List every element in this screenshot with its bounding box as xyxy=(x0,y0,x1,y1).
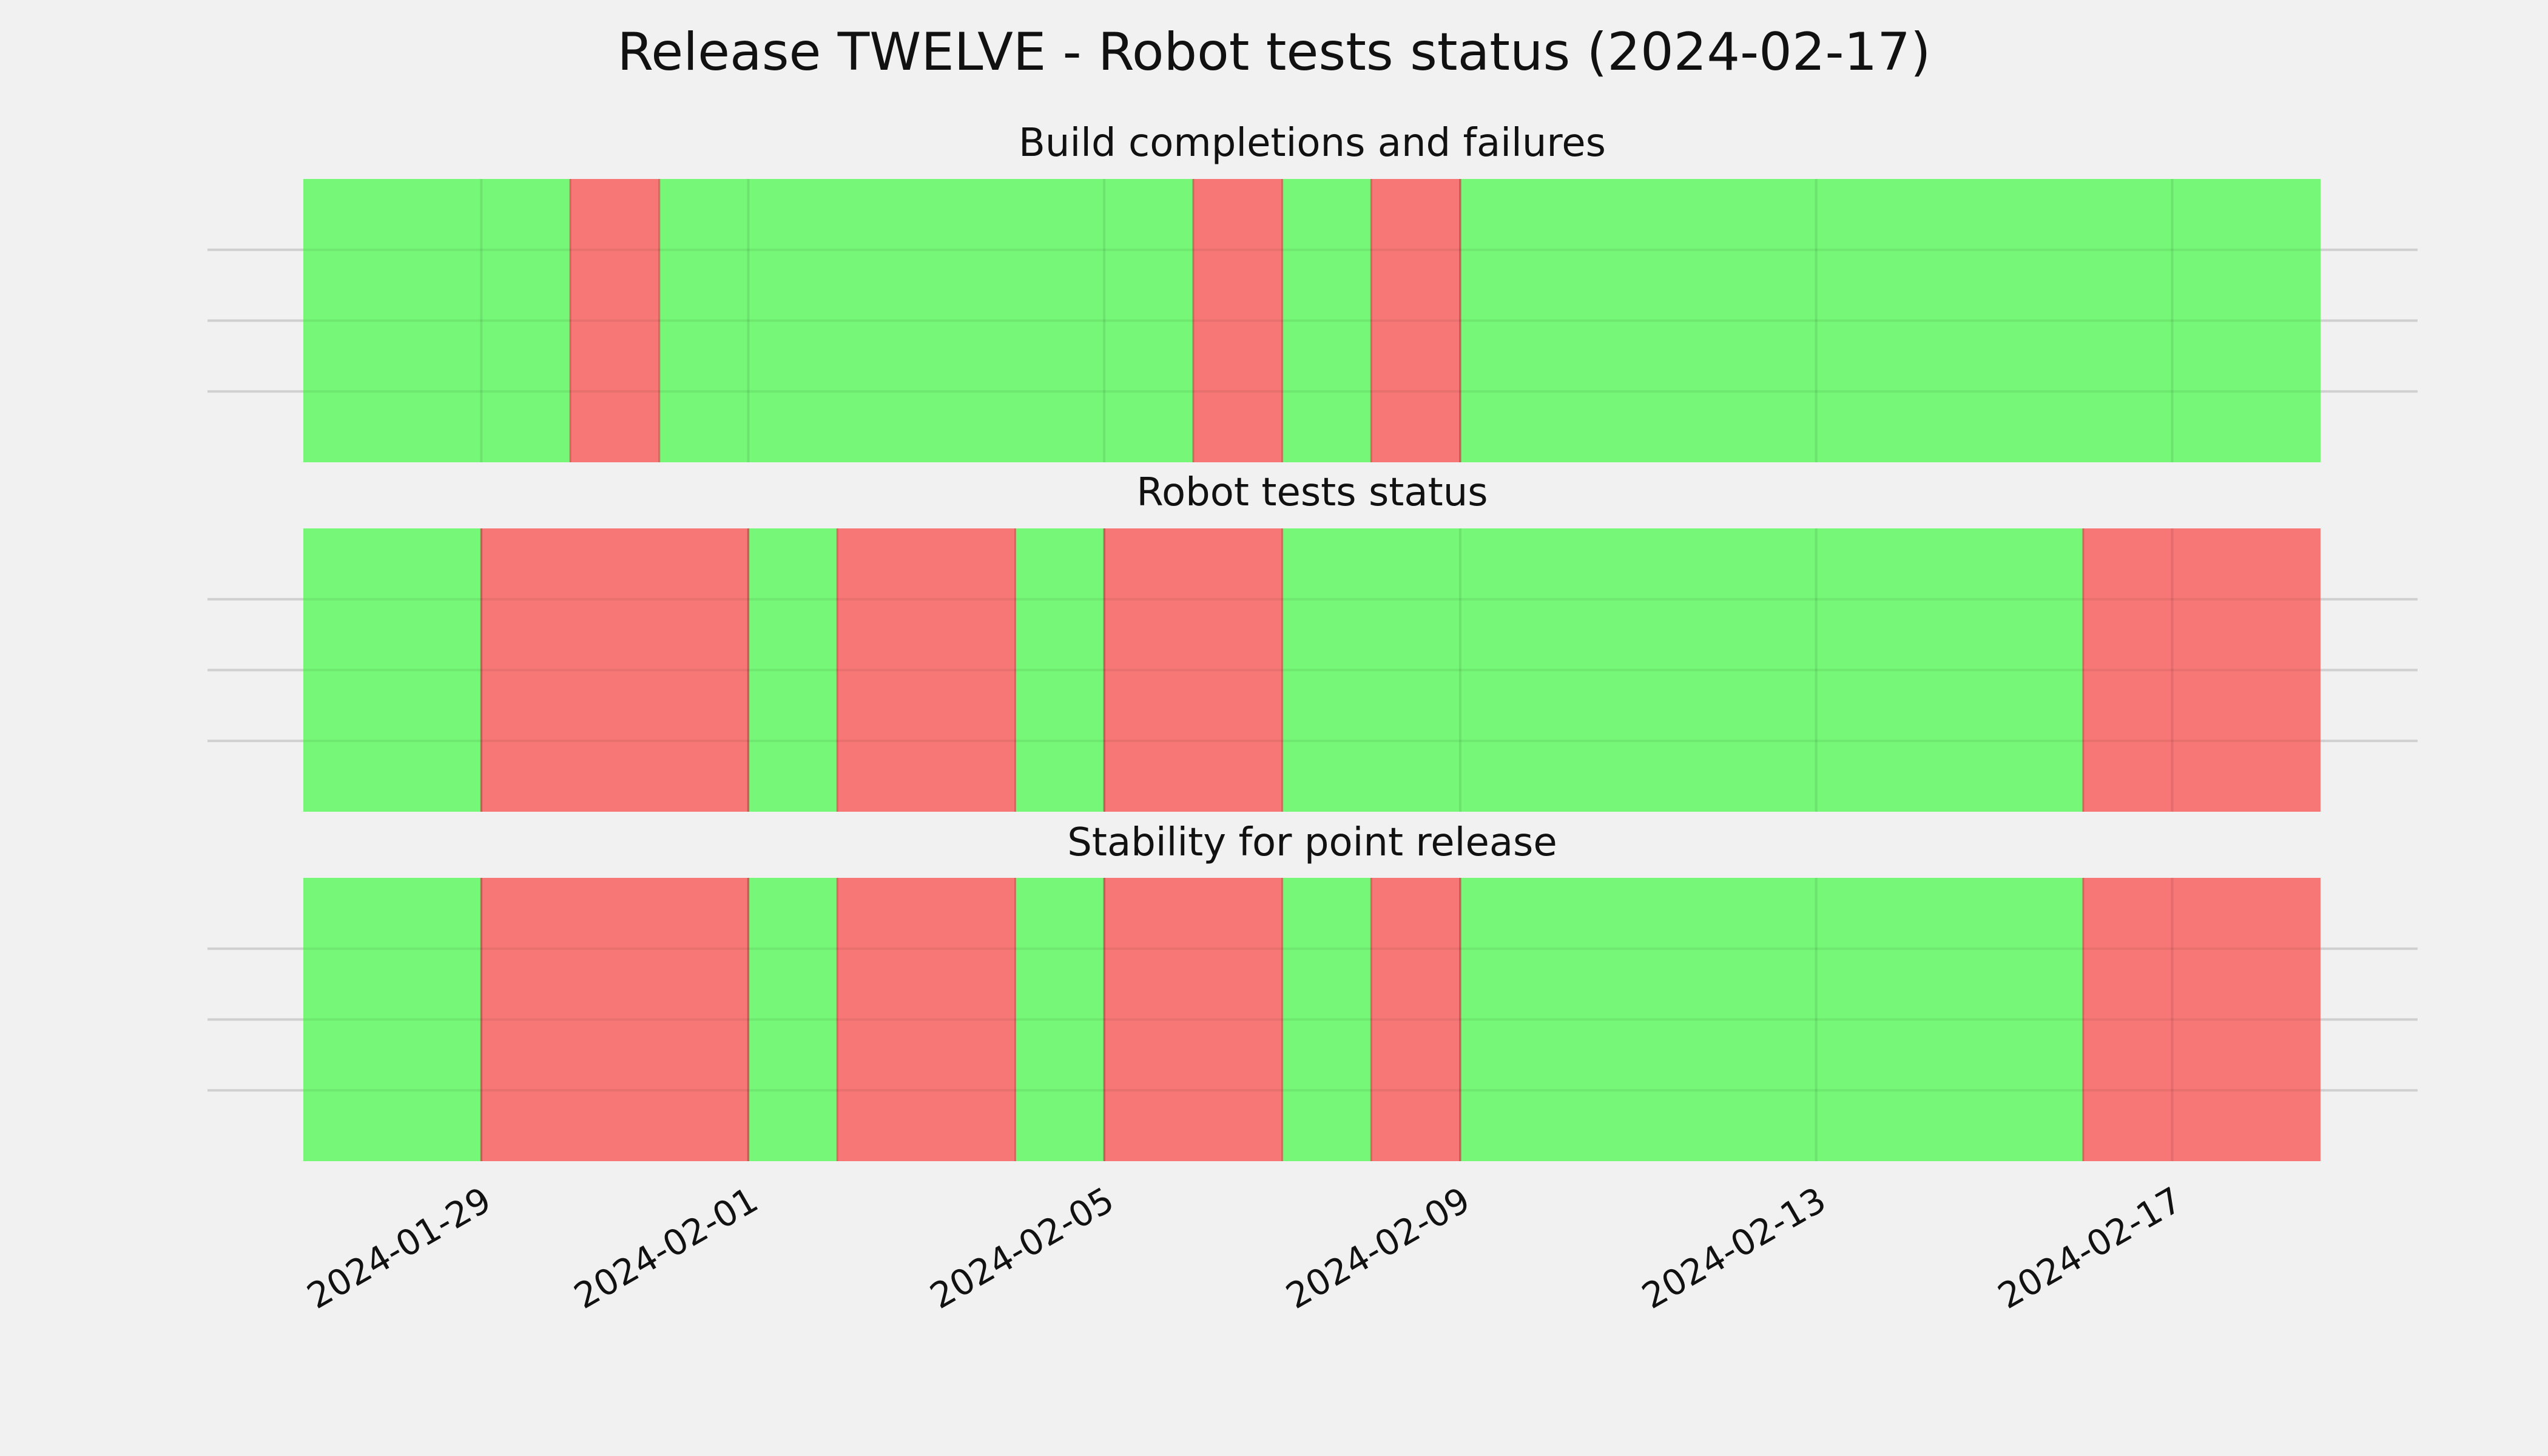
panel-title: Build completions and failures xyxy=(1019,121,1606,166)
status-segment-pass xyxy=(303,878,482,1161)
status-segment-pass xyxy=(1015,878,1105,1161)
status-segment-pass xyxy=(748,528,838,812)
status-segment-pass xyxy=(1460,179,2320,462)
status-segment-fail xyxy=(1104,528,1282,812)
status-segment-fail xyxy=(2083,528,2320,812)
panel-1: Build completions and failures xyxy=(207,121,2418,462)
status-segment-pass xyxy=(1460,878,2083,1161)
panels-group: Build completions and failures Robot test… xyxy=(207,121,2418,1161)
status-segment-fail xyxy=(837,528,1016,812)
figure-title: Release TWELVE - Robot tests status (202… xyxy=(617,22,1930,83)
status-segment-fail xyxy=(1104,878,1282,1161)
status-segment-fail xyxy=(481,528,749,812)
status-segment-fail xyxy=(837,878,1016,1161)
status-segment-fail xyxy=(2083,878,2320,1161)
status-segment-pass xyxy=(1015,528,1105,812)
status-segment-fail xyxy=(570,179,659,462)
status-segment-fail xyxy=(1371,179,1460,462)
status-segment-pass xyxy=(659,179,1193,462)
panel-3: Stability for point release xyxy=(207,820,2418,1161)
status-segment-pass xyxy=(1282,878,1372,1161)
status-segment-fail xyxy=(1193,179,1282,462)
panel-title: Stability for point release xyxy=(1067,820,1557,865)
status-segment-pass xyxy=(748,878,838,1161)
status-segment-pass xyxy=(303,528,482,812)
panel-2: Robot tests status xyxy=(207,470,2418,812)
panel-title: Robot tests status xyxy=(1136,470,1488,515)
status-segment-pass xyxy=(303,179,571,462)
status-segment-fail xyxy=(481,878,749,1161)
status-segment-pass xyxy=(1282,528,2083,812)
status-segment-fail xyxy=(1371,878,1460,1161)
status-segment-pass xyxy=(1282,179,1372,462)
